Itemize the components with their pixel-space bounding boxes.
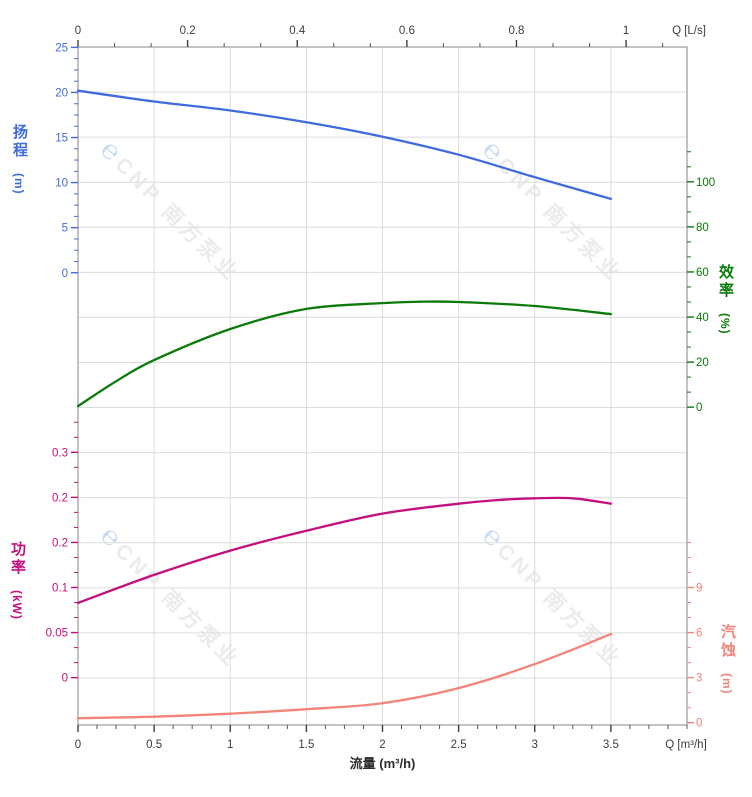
head-axis-title-text: 扬程	[11, 124, 28, 160]
flow-axis-title: 流量 (m³/h)	[349, 756, 416, 771]
npsh-axis-title-text: 汽蚀	[719, 624, 736, 660]
power-curve	[76, 496, 613, 605]
svg-text:20: 20	[55, 87, 68, 99]
svg-text:40: 40	[696, 312, 709, 324]
svg-text:0: 0	[62, 268, 68, 280]
npsh-curve	[76, 632, 613, 720]
svg-text:60: 60	[696, 267, 709, 279]
svg-text:2: 2	[379, 739, 385, 751]
eff-curve	[76, 300, 613, 408]
svg-text:3.5: 3.5	[603, 739, 619, 751]
svg-text:100: 100	[696, 177, 715, 189]
svg-text:6: 6	[696, 628, 702, 640]
svg-text:3: 3	[696, 673, 702, 685]
svg-text:0.5: 0.5	[146, 739, 162, 751]
power-axis-title: 功率 (kW)	[9, 541, 26, 621]
npsh-axis-unit: (m)	[720, 673, 734, 695]
npsh-curve-group	[76, 632, 613, 720]
svg-text:0: 0	[696, 718, 702, 730]
svg-text:9: 9	[696, 583, 702, 595]
grid	[78, 47, 687, 725]
npsh-axis: 9 6 3 0	[687, 541, 702, 730]
eff-curve-group	[76, 300, 613, 408]
svg-text:3: 3	[532, 739, 538, 751]
npsh-axis-title: 汽蚀 (m)	[719, 624, 736, 695]
svg-text:0.2: 0.2	[52, 492, 68, 504]
svg-text:0.2: 0.2	[180, 25, 196, 37]
svg-text:0: 0	[62, 673, 68, 685]
head-axis-unit: (m)	[12, 173, 26, 195]
svg-text:0: 0	[696, 402, 702, 414]
svg-text:0.6: 0.6	[399, 25, 415, 37]
efficiency-axis-title: 效率 (%)	[717, 264, 734, 335]
svg-text:5: 5	[62, 223, 68, 235]
svg-text:0: 0	[75, 25, 81, 37]
head-axis-title: 扬程 (m)	[11, 124, 28, 195]
svg-text:0.1: 0.1	[52, 583, 68, 595]
svg-text:10: 10	[55, 178, 68, 190]
efficiency-axis-unit: (%)	[718, 313, 732, 335]
svg-text:0.8: 0.8	[508, 25, 524, 37]
svg-text:1.5: 1.5	[298, 739, 314, 751]
power-axis: 0.3 0.2 0.2 0.1 0.05 0	[46, 421, 78, 685]
svg-text:1: 1	[227, 739, 233, 751]
svg-text:Q [L/s]: Q [L/s]	[672, 25, 706, 37]
svg-text:0: 0	[75, 739, 81, 751]
head-curve-group	[76, 89, 613, 201]
top-axis: 0 0.2 0.4 0.6 0.8 1 Q [L/s]	[75, 25, 706, 47]
power-axis-unit: (kW)	[10, 590, 24, 621]
head-curve	[76, 89, 613, 201]
power-axis-title-text: 功率	[9, 541, 26, 577]
svg-text:25: 25	[55, 42, 68, 54]
svg-text:1: 1	[623, 25, 629, 37]
eff-axis: 100 80 60 40 20 0	[687, 151, 715, 414]
svg-text:0.2: 0.2	[52, 537, 68, 549]
svg-text:2.5: 2.5	[451, 739, 467, 751]
svg-text:0.4: 0.4	[289, 25, 306, 37]
svg-text:80: 80	[696, 222, 709, 234]
svg-text:15: 15	[55, 133, 68, 145]
svg-text:20: 20	[696, 357, 709, 369]
svg-text:Q [m³/h]: Q [m³/h]	[665, 739, 707, 751]
head-axis: 25 20 15 10 5 0	[55, 42, 78, 280]
bottom-axis: 0 0.5 1 1.5 2 2.5 3 3.5 Q [m³/h]	[75, 725, 707, 751]
svg-text:0.3: 0.3	[52, 447, 68, 459]
svg-text:0.05: 0.05	[46, 628, 68, 640]
efficiency-axis-title-text: 效率	[717, 264, 734, 300]
power-curve-group	[76, 496, 613, 605]
